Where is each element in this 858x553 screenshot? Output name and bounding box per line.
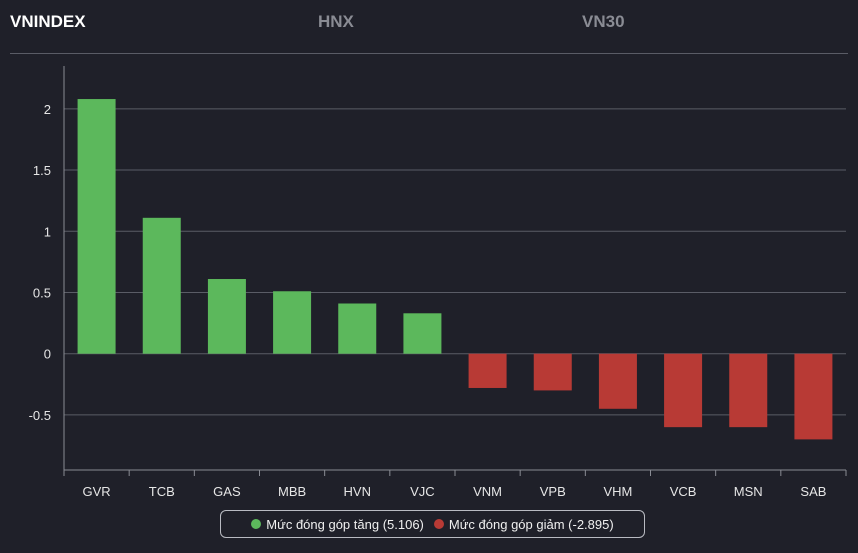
- bar-mbb: [273, 291, 312, 354]
- bar-gas: [207, 279, 246, 354]
- tab-vnindex[interactable]: VNINDEX: [10, 12, 86, 31]
- y-tick-label: 0: [44, 347, 51, 362]
- chart-legend: Mức đóng góp tăng (5.106) Mức đóng góp g…: [220, 510, 645, 538]
- x-tick-label: VHM: [603, 484, 632, 499]
- legend-positive-label: Mức đóng góp tăng (5.106): [266, 516, 424, 532]
- y-tick-label: 2: [44, 102, 51, 117]
- y-tick-label: 1.5: [33, 163, 51, 178]
- x-tick-label: GAS: [213, 484, 241, 499]
- x-tick-label: VCB: [670, 484, 697, 499]
- x-tick-label: VPB: [540, 484, 566, 499]
- index-tabs: VNINDEX HNX VN30: [0, 0, 858, 54]
- x-tick-label: TCB: [149, 484, 175, 499]
- y-tick-label: 1: [44, 224, 51, 239]
- y-tick-label: 0.5: [33, 285, 51, 300]
- x-tick-label: MSN: [734, 484, 763, 499]
- bar-vpb: [533, 353, 572, 391]
- bar-msn: [729, 353, 768, 428]
- x-tick-label: SAB: [800, 484, 826, 499]
- legend-item-positive[interactable]: Mức đóng góp tăng (5.106): [251, 517, 424, 532]
- legend-negative-dot-icon: [433, 519, 444, 529]
- contribution-bar-chart: -0.5 0 0.5 1 1.5 2 GVR TCB GAS MBB HVN VJC VNM VPB VHM…: [29, 66, 847, 499]
- bar-vhm: [598, 353, 637, 409]
- bar-sab: [794, 353, 833, 440]
- bar-tcb: [142, 217, 181, 354]
- x-tick-label: MBB: [278, 484, 306, 499]
- bar-vcb: [664, 353, 703, 428]
- bar-vjc: [403, 313, 442, 354]
- tab-hnx[interactable]: HNX: [318, 12, 354, 31]
- y-tick-label: -0.5: [29, 408, 51, 423]
- bar-vnm: [468, 353, 507, 388]
- x-tick-label: GVR: [82, 484, 110, 499]
- x-tick-label: VNM: [473, 484, 502, 499]
- x-tick-label: HVN: [344, 484, 371, 499]
- legend-positive-dot-icon: [251, 519, 262, 529]
- legend-negative-label: Mức đóng góp giảm (-2.895): [448, 516, 614, 532]
- bar-gvr: [77, 99, 116, 354]
- tab-vn30[interactable]: VN30: [582, 12, 625, 31]
- tab-divider: [10, 53, 848, 54]
- bar-hvn: [338, 303, 377, 354]
- x-tick-label: VJC: [410, 484, 435, 499]
- legend-item-negative[interactable]: Mức đóng góp giảm (-2.895): [433, 516, 614, 532]
